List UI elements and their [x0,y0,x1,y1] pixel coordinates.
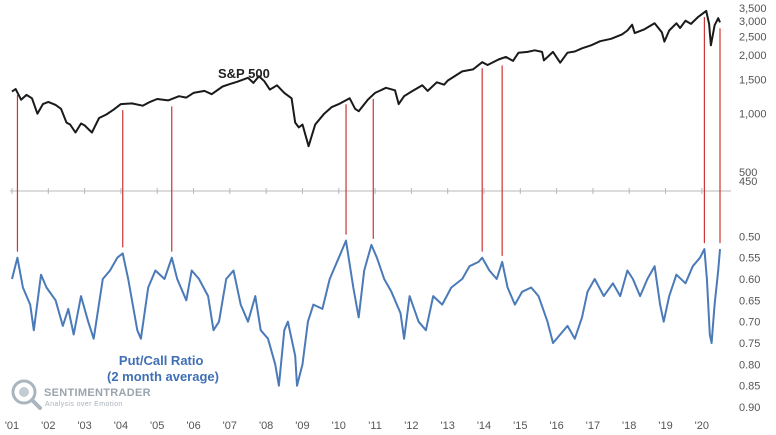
watermark-tagline: Analysis over Emotion [45,401,123,408]
x-tick-label: '12 [404,420,418,432]
x-tick-label: '15 [513,420,527,432]
upper-y-tick-label: 2,000 [739,50,767,62]
upper-y-tick-label: 3,500 [739,3,767,15]
lower-y-axis-ticks: 0.50 0.55 0.60 0.65 0.70 0.75 0.80 0.85 0.90 [739,231,760,414]
x-tick-label: '17 [586,420,600,432]
upper-y-tick-label: 450 [739,176,757,188]
lower-y-tick-label: 0.80 [739,359,760,371]
x-tick-label: '09 [295,420,309,432]
x-tick-label: '20 [695,420,709,432]
x-tick-label: '13 [441,420,455,432]
x-tick-label: '14 [477,420,491,432]
magnifier-icon [11,379,37,405]
lower-y-tick-label: 0.90 [739,402,760,414]
x-tick-label: '10 [332,420,346,432]
x-tick-label: '18 [622,420,636,432]
lower-y-tick-label: 0.70 [739,317,760,329]
x-tick-label: '03 [77,420,91,432]
x-tick-label: '06 [186,420,200,432]
put-call-line [11,239,721,387]
upper-y-tick-label: 2,500 [739,31,767,43]
x-tick-label: '16 [549,420,563,432]
upper-y-tick-label: 1,000 [739,109,767,121]
watermark-name: SENTIMENTRADER [44,387,151,399]
upper-y-tick-label: 1,500 [739,75,767,87]
x-axis-ticks: '01 '02 '03 '04 '05 '06 '07 '08 '09 '10 '11 '12 '13 '… [5,188,709,432]
x-tick-label: '11 [368,420,382,432]
x-tick-label: '07 [223,420,237,432]
lower-y-tick-label: 0.50 [739,231,760,243]
lower-y-tick-label: 0.55 [739,253,760,265]
x-tick-label: '05 [150,420,164,432]
upper-y-tick-label: 500 [739,167,757,179]
lower-y-tick-label: 0.65 [739,295,760,307]
lower-y-tick-label: 0.75 [739,338,760,350]
sp500-line [11,9,721,148]
signal-markers [16,16,721,256]
x-tick-label: '02 [41,420,55,432]
put-call-label: Put/Call Ratio (2 month average) [107,353,219,384]
lower-y-tick-label: 0.85 [739,381,760,393]
x-tick-label: '19 [658,420,672,432]
x-tick-label: '01 [5,420,19,432]
lower-y-tick-label: 0.60 [739,274,760,286]
x-tick-label: '08 [259,420,273,432]
upper-y-tick-label: 3,000 [739,16,767,28]
watermark-logo: SENTIMENTRADER Analysis over Emotion [11,379,151,410]
sp500-label: S&P 500 [218,66,270,81]
x-tick-label: '04 [114,420,128,432]
